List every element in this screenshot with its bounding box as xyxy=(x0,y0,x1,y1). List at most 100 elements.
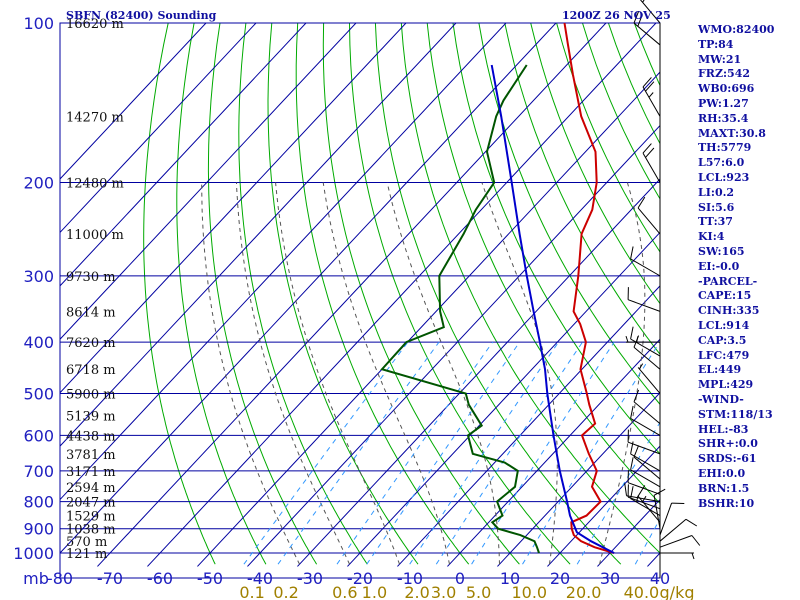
index-item: SRDS:-61 xyxy=(698,452,757,466)
index-item: SW:165 xyxy=(698,244,745,258)
mixing-ratio-unit: g/kg xyxy=(660,583,695,600)
index-item: CINH:335 xyxy=(698,304,760,318)
wind-barb-feather xyxy=(624,483,627,496)
temperature-tick-label: 40 xyxy=(650,569,670,588)
pressure-tick-label: 500 xyxy=(23,385,54,404)
index-item: MW:21 xyxy=(698,52,742,66)
index-item: LFC:479 xyxy=(698,348,750,362)
sounding-title: SBFN (82400) Sounding xyxy=(66,9,217,22)
height-label: 8614 m xyxy=(66,305,116,320)
wind-barb-half-feather xyxy=(642,0,645,3)
wind-barb-feather xyxy=(630,326,634,340)
wind-barb-feather xyxy=(691,535,701,546)
dry-adiabat-line xyxy=(267,23,419,565)
wind-barb xyxy=(637,485,661,523)
index-item: EI:-0.0 xyxy=(698,259,740,273)
height-label: 2047 m xyxy=(66,496,116,511)
wind-barb-staff xyxy=(659,535,693,548)
wind-barb xyxy=(633,335,661,370)
moist-adiabat-line xyxy=(236,182,350,565)
wind-barb-feather xyxy=(633,11,640,24)
dewpoint-trace xyxy=(380,64,540,554)
plot-border xyxy=(59,22,661,579)
temperature-tick-label: -20 xyxy=(347,569,373,588)
wind-barb-staff xyxy=(626,495,661,503)
wind-barb-feather xyxy=(642,143,652,154)
wind-barb xyxy=(660,552,695,560)
pressure-unit-label: mb xyxy=(23,569,49,588)
temperature-trace xyxy=(563,23,615,554)
isotherm-line xyxy=(147,23,657,567)
mixing-ratio-label: 1.0 xyxy=(362,583,387,600)
temperature-tick-label: 20 xyxy=(550,569,570,588)
height-label: 121 m xyxy=(66,547,107,562)
wind-barb xyxy=(639,0,661,24)
wind-barb-staff xyxy=(630,258,661,277)
wind-barb-feather xyxy=(645,147,655,158)
wind-barb xyxy=(627,287,661,312)
wind-barb-staff xyxy=(642,86,661,117)
mixing-ratio-label: 10.0 xyxy=(511,583,547,600)
temperature-tick-label: 10 xyxy=(500,569,520,588)
temperature-tick-label: 30 xyxy=(600,569,620,588)
height-label: 3781 m xyxy=(66,448,116,463)
index-item: EHI:0.0 xyxy=(698,466,746,480)
index-item: MAXT:30.8 xyxy=(698,126,766,140)
wind-barb-staff xyxy=(627,482,661,495)
height-label: 1529 m xyxy=(66,510,116,525)
wind-barb xyxy=(630,405,661,436)
dry-adiabat-line xyxy=(556,23,660,253)
index-item: EL:449 xyxy=(698,363,742,377)
wind-barb-feather xyxy=(633,389,640,402)
temperature-tick-label: 0 xyxy=(455,569,465,588)
height-label: 5900 m xyxy=(66,388,116,403)
height-label: 14270 m xyxy=(66,110,124,125)
mixing-ratio-label: 0.1 xyxy=(239,583,264,600)
isotherm-line xyxy=(60,23,307,287)
dry-adiabat-line xyxy=(348,23,571,565)
isotherm-line xyxy=(497,391,660,567)
isotherm-line xyxy=(60,23,207,180)
isotherm-line xyxy=(247,124,660,567)
index-item: STM:118/13 xyxy=(698,407,773,421)
index-item: MPL:429 xyxy=(698,378,754,392)
index-item: RH:35.4 xyxy=(698,111,749,125)
wind-barb-feather xyxy=(630,246,634,259)
wind-barb-feather xyxy=(633,445,640,458)
dry-adiabat-line xyxy=(530,23,660,305)
index-item: TT:37 xyxy=(698,215,733,229)
dry-adiabat-line xyxy=(452,23,660,455)
isotherm-line xyxy=(60,23,407,394)
wind-barb xyxy=(627,470,661,495)
wind-barb-staff xyxy=(633,346,661,370)
height-label: 5139 m xyxy=(66,409,116,424)
wind-barb-staff xyxy=(627,441,661,455)
pressure-tick-label: 200 xyxy=(23,174,54,193)
wind-barb-staff xyxy=(637,207,661,235)
wind-barb-staff xyxy=(642,152,661,183)
mixing-ratio-label: 5.0 xyxy=(466,583,491,600)
height-label: 7620 m xyxy=(66,336,116,351)
mixing-ratio-label: 3.0 xyxy=(431,583,456,600)
wind-barb xyxy=(625,335,661,343)
wind-barb-feather xyxy=(685,518,698,527)
index-item: CAPE:15 xyxy=(698,289,752,303)
wind-barb-staff xyxy=(637,367,661,394)
mixing-ratio-line xyxy=(366,341,521,565)
mixing-ratio-label: 20.0 xyxy=(566,583,602,600)
isotherm-line xyxy=(60,23,257,234)
wind-barb-half-feather xyxy=(636,495,639,503)
sounding-traces xyxy=(380,23,615,554)
moist-adiabat-line xyxy=(386,182,500,565)
index-item: WB0:696 xyxy=(698,82,755,96)
wind-barb-staff xyxy=(630,453,661,472)
index-item: FRZ:542 xyxy=(698,67,751,81)
dry-adiabat-line xyxy=(295,23,470,565)
temperature-tick-label: -60 xyxy=(147,569,173,588)
wind-barb xyxy=(630,457,661,488)
index-item: CAP:3.5 xyxy=(698,333,747,347)
isotherms xyxy=(60,23,660,567)
wind-barb-staff xyxy=(633,22,661,46)
height-label: 2594 m xyxy=(66,481,116,496)
